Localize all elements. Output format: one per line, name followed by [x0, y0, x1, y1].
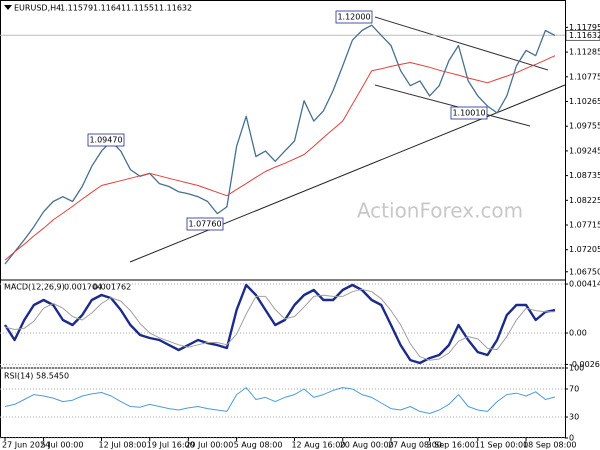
y-tick-label: 1.07205 — [569, 245, 600, 254]
channel-line — [374, 84, 531, 127]
rsi-value: 58.5450 — [36, 372, 69, 381]
x-tick-label: 29 Jul 00:00 — [185, 441, 233, 450]
y-tick-label: 1.11795 — [569, 23, 600, 32]
annotation-box — [186, 217, 224, 231]
y-tick-label: 1.11285 — [569, 48, 600, 57]
annotation-box — [450, 106, 488, 120]
y-tick-label: 0.00 — [569, 329, 587, 338]
y-tick-label: 70 — [569, 385, 579, 394]
y-tick-label: 0 — [569, 434, 574, 443]
x-tick-label: 12 Jul 08:00 — [98, 441, 146, 450]
x-tick-label: 5 Aug 08:00 — [234, 441, 283, 450]
y-tick-label: 1.10775 — [569, 72, 600, 81]
series-line — [3, 283, 556, 365]
macd-value: 0.001762 — [93, 283, 131, 292]
annotation-box — [87, 133, 125, 147]
macd-value: 0.001704 — [64, 283, 102, 292]
series-line — [4, 24, 556, 265]
y-tick-label: 1.10265 — [569, 97, 600, 106]
x-tick-label: 19 Jul 16:00 — [147, 441, 195, 450]
series-line — [4, 387, 556, 414]
series-line — [4, 288, 555, 361]
x-tick-label: 18 Sep 08:00 — [523, 441, 576, 450]
x-tick-label: 5 Jul 00:00 — [41, 441, 84, 450]
y-tick-label: 1.06750 — [569, 267, 600, 276]
annotation-box — [335, 10, 373, 24]
annotation: 1.09470 — [89, 136, 122, 145]
y-tick-label: 1.09245 — [569, 146, 600, 155]
y-tick-label: 100 — [569, 364, 584, 373]
ohlc: 1.11632 — [159, 4, 192, 13]
y-tick-label: 30 — [569, 413, 579, 422]
annotation: 1.10010 — [452, 109, 485, 118]
macd-title: MACD(12,26,9) — [4, 283, 65, 292]
symbol-title: EURUSD,H4 — [14, 4, 61, 13]
ohlc: 1.11579 — [60, 4, 93, 13]
last-price-box — [565, 29, 600, 41]
y-tick-label: 1.08225 — [569, 196, 600, 205]
x-tick-label: 3 Sep 16:00 — [427, 441, 475, 450]
last-price-label: 1.11632 — [569, 31, 600, 40]
y-tick-label: 0.004148 — [569, 280, 600, 289]
x-tick-label: 11 Sep 00:00 — [475, 441, 528, 450]
y-tick-label: 1.09755 — [569, 122, 600, 131]
menu-icon — [4, 5, 12, 10]
trend-line — [129, 84, 566, 263]
y-tick-label: -0.002656 — [569, 360, 600, 369]
annotation: 1.12000 — [337, 13, 370, 22]
x-tick-label: 27 Aug 08:00 — [388, 441, 442, 450]
ohlc: 1.11551 — [126, 4, 159, 13]
ohlc: 1.11641 — [93, 4, 126, 13]
x-tick-label: 12 Aug 16:00 — [291, 441, 345, 450]
y-tick-label: 1.08735 — [569, 171, 600, 180]
watermark: ActionForex.com — [357, 199, 523, 223]
annotation: 1.07760 — [188, 220, 221, 229]
y-tick-label: 1.07715 — [569, 221, 600, 230]
series-line — [4, 55, 556, 261]
x-tick-label: 20 Aug 00:00 — [340, 441, 394, 450]
x-tick-label: 27 Jun 2024 — [2, 441, 50, 450]
rsi-title: RSI(14) — [4, 372, 33, 381]
